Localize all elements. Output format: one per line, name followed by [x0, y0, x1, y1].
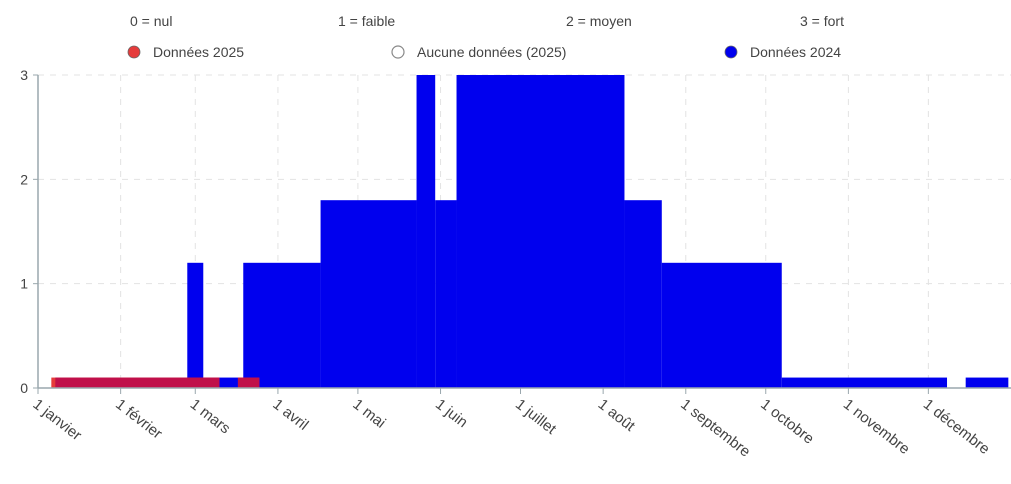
data-segments: [51, 75, 1009, 388]
level-label: 2 = moyen: [566, 13, 632, 29]
y-tick-label: 0: [20, 380, 28, 396]
x-tick-label: 1 mars: [187, 396, 234, 438]
data-2024-segment: [965, 377, 1009, 388]
x-tick-label: 1 mai: [349, 396, 388, 432]
x-tick-label: 1 avril: [269, 396, 311, 434]
data-2024-segment: [661, 262, 782, 388]
legend-marker: [127, 45, 141, 59]
legend-marker: [724, 45, 738, 59]
data-2025-core: [241, 377, 260, 388]
level-label: 1 = faible: [338, 13, 395, 29]
data-2024-segment: [624, 200, 662, 388]
data-2025-core: [55, 377, 220, 388]
series-legend: Données 2025 Aucune données (2025) Données…: [127, 44, 841, 60]
data-2024-segment: [435, 200, 457, 388]
data-2024-segment: [203, 377, 244, 388]
level-label: 3 = fort: [800, 13, 844, 29]
data-2024-segment: [456, 75, 625, 388]
x-tick-label: 1 juillet: [512, 396, 560, 439]
y-tick-label: 3: [20, 67, 28, 83]
data-2024-segment: [781, 377, 948, 388]
level-scale-legend: 0 = nul 1 = faible 2 = moyen 3 = fort: [130, 13, 844, 29]
legend-label: Aucune données (2025): [417, 44, 566, 60]
data-2024-segment: [243, 262, 321, 388]
x-tick-label: 1 août: [595, 396, 639, 436]
y-tick-label: 1: [20, 276, 28, 292]
x-tick-label: 1 septembre: [677, 396, 753, 461]
y-tick-label: 2: [20, 171, 28, 187]
level-label: 0 = nul: [130, 13, 172, 29]
legend-label: Données 2024: [750, 44, 841, 60]
x-tick-label: 1 juin: [432, 396, 471, 431]
data-2024-segment: [187, 262, 204, 388]
x-tick-label: 1 décembre: [920, 396, 993, 458]
x-tick-label: 1 janvier: [30, 396, 85, 444]
data-2024-segment: [320, 200, 417, 388]
legend-marker: [391, 45, 405, 59]
legend-label: Données 2025: [153, 44, 244, 60]
x-tick-label: 1 octobre: [757, 396, 817, 448]
overlap-segment: [237, 377, 244, 388]
x-tick-label: 1 février: [112, 396, 165, 443]
x-tick-label: 1 novembre: [840, 396, 913, 458]
data-2024-segment: [416, 75, 436, 388]
